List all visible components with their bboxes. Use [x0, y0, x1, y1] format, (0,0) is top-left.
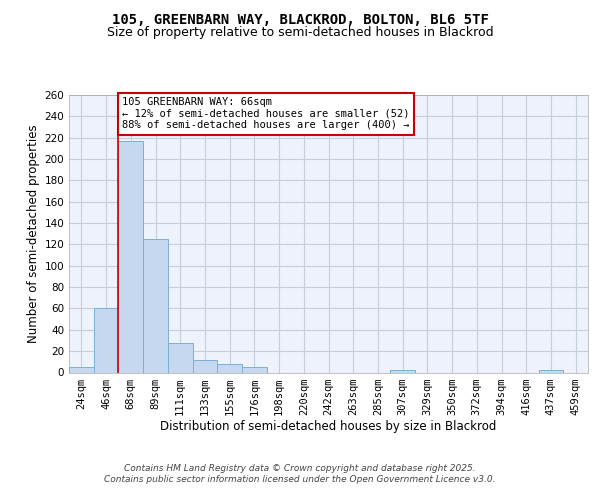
Bar	[217, 364, 242, 372]
Y-axis label: Number of semi-detached properties: Number of semi-detached properties	[27, 124, 40, 343]
Bar	[242, 367, 267, 372]
Text: 105, GREENBARN WAY, BLACKROD, BOLTON, BL6 5TF: 105, GREENBARN WAY, BLACKROD, BOLTON, BL…	[112, 12, 488, 26]
X-axis label: Distribution of semi-detached houses by size in Blackrod: Distribution of semi-detached houses by …	[160, 420, 497, 434]
Bar	[168, 342, 193, 372]
Text: Size of property relative to semi-detached houses in Blackrod: Size of property relative to semi-detach…	[107, 26, 493, 39]
Bar	[69, 367, 94, 372]
Text: Contains public sector information licensed under the Open Government Licence v3: Contains public sector information licen…	[104, 475, 496, 484]
Bar	[193, 360, 217, 372]
Bar	[94, 308, 118, 372]
Bar	[539, 370, 563, 372]
Bar	[143, 239, 168, 372]
Bar	[118, 141, 143, 372]
Text: 105 GREENBARN WAY: 66sqm
← 12% of semi-detached houses are smaller (52)
88% of s: 105 GREENBARN WAY: 66sqm ← 12% of semi-d…	[122, 97, 410, 130]
Text: Contains HM Land Registry data © Crown copyright and database right 2025.: Contains HM Land Registry data © Crown c…	[124, 464, 476, 473]
Bar	[390, 370, 415, 372]
